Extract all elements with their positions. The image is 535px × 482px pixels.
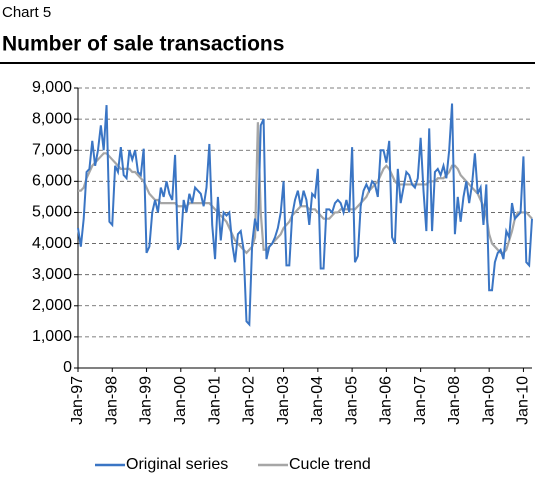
- x-tick-label: Jan-02: [241, 376, 258, 425]
- x-tick-label: Jan-99: [138, 376, 155, 425]
- y-tick-label: 0: [63, 359, 72, 376]
- x-tick-label: Jan-06: [378, 376, 395, 425]
- y-tick-label: 4,000: [32, 235, 72, 252]
- y-tick-label: 8,000: [32, 110, 72, 127]
- series-line: [78, 122, 533, 255]
- x-tick-label: Jan-08: [446, 376, 463, 425]
- legend-label: Original series: [126, 456, 228, 473]
- x-tick-label: Jan-03: [275, 376, 292, 425]
- x-tick-label: Jan-10: [515, 376, 532, 425]
- series-line: [77, 103, 533, 327]
- y-tick-label: 6,000: [32, 173, 72, 190]
- x-tick-label: Jan-00: [172, 376, 189, 425]
- y-tick-label: 7,000: [32, 141, 72, 158]
- y-tick-label: 5,000: [32, 204, 72, 221]
- legend-label: Cucle trend: [289, 456, 371, 473]
- x-tick-label: Jan-04: [309, 376, 326, 425]
- x-tick-label: Jan-07: [412, 376, 429, 425]
- x-tick-label: Jan-98: [103, 376, 120, 425]
- x-tick-label: Jan-05: [343, 376, 360, 425]
- y-tick-label: 9,000: [32, 79, 72, 96]
- chart-title: Number of sale transactions: [2, 33, 284, 56]
- x-tick-label: Jan-97: [69, 376, 86, 425]
- x-tick-label: Jan-09: [480, 376, 497, 425]
- y-tick-label: 2,000: [32, 297, 72, 314]
- x-tick-label: Jan-01: [206, 376, 223, 425]
- chart-label: Chart 5: [2, 4, 51, 21]
- y-tick-label: 3,000: [32, 266, 72, 283]
- y-tick-label: 1,000: [32, 328, 72, 345]
